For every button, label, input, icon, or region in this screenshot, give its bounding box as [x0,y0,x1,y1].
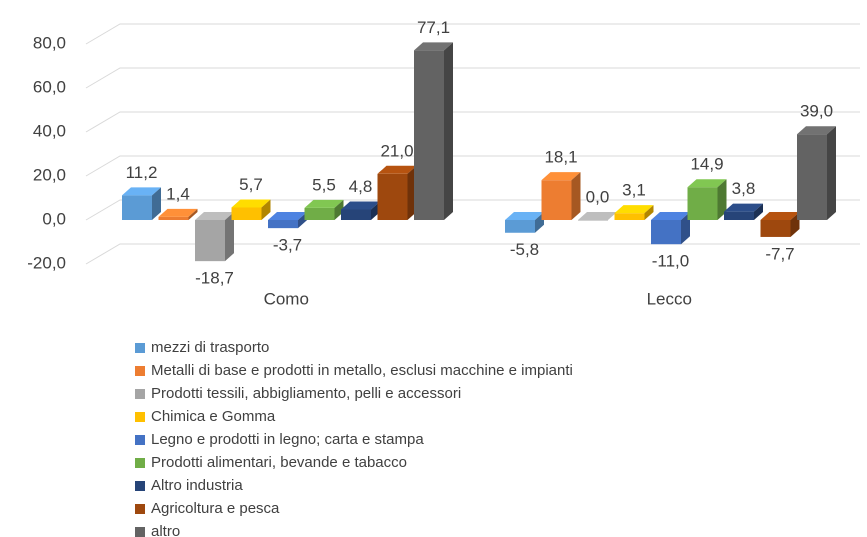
bar-side [644,205,654,220]
bar [122,195,152,220]
data-label: -7,7 [765,244,794,263]
legend-swatch [135,458,145,468]
bar-top [505,212,544,220]
bar-top [158,208,198,217]
bar-side [571,172,581,220]
grid-line [85,67,860,89]
x-tick-label: Como [264,289,309,308]
bar [797,134,827,220]
bar-top [414,42,453,51]
data-label: 21,0 [380,141,413,160]
legend-swatch [135,343,145,353]
bar-top [578,212,617,220]
grid-line [85,243,860,265]
bar [687,187,718,220]
data-label: 5,5 [312,175,336,194]
bar-top [651,212,690,220]
legend-label: altro [151,523,180,537]
y-tick-label: 0,0 [42,209,66,228]
legend-swatch [135,366,145,376]
bar [268,220,298,229]
bar-side [717,179,727,220]
bar [377,173,408,220]
bar-side [261,199,271,220]
data-label: 77,1 [417,18,450,37]
bar [195,220,225,262]
bar [724,211,754,220]
bar [541,180,572,220]
legend-swatch [135,504,145,514]
data-label: 3,1 [622,181,646,200]
bar-top [268,212,307,220]
grid-line [85,199,860,221]
bar [760,220,791,237]
y-tick-label: 60,0 [33,77,66,96]
y-tick-label: -20,0 [27,253,66,272]
bar-top [122,187,161,196]
data-label: 3,8 [732,179,756,198]
bar [414,50,444,220]
bar-top [797,126,836,135]
bar-top [195,212,234,220]
data-label: 14,9 [690,155,723,174]
legend-swatch [135,412,145,422]
bar [304,207,335,220]
x-tick-label: Lecco [647,289,692,308]
grid-line [85,23,860,45]
bar [614,213,645,220]
bar-top [377,165,417,174]
legend-swatch [135,435,145,445]
bar-side [225,212,234,262]
data-label: 1,4 [166,184,190,203]
bar [505,220,535,233]
legend-swatch [135,481,145,491]
bar-top [687,179,727,188]
bar-top [760,212,800,220]
y-tick-label: 40,0 [33,121,66,140]
bar-side [334,199,344,220]
legend-swatch [135,389,145,399]
y-tick-label: 80,0 [33,33,66,52]
data-label: -18,7 [195,269,234,288]
bar-side [754,203,763,220]
bar [651,220,681,245]
legend-label: Prodotti alimentari, bevande e tabacco [151,454,407,471]
grid-line [85,155,860,177]
grid-line [85,111,860,133]
legend-label: Legno e prodotti in legno; carta e stamp… [151,431,424,448]
legend-label: mezzi di trasporto [151,339,269,356]
data-label: 18,1 [544,148,577,167]
bar [231,207,262,220]
bar-side [444,42,453,220]
data-label: 0,0 [586,187,610,206]
bar [341,209,371,220]
legend-swatch [135,527,145,537]
bar-top [341,201,380,210]
y-tick-label: 20,0 [33,165,66,184]
legend-label: Metalli di base e prodotti in metallo, e… [151,362,573,379]
data-label: -5,8 [510,240,539,259]
bar-top [614,205,654,214]
data-label: 11,2 [126,163,158,182]
legend-label: Agricoltura e pesca [151,500,280,517]
data-label: 39,0 [800,102,833,121]
bar [158,216,189,220]
bar-side [827,126,836,220]
bar-side [152,187,161,220]
data-label: -11,0 [652,252,690,271]
bar-top [231,199,271,208]
legend-label: Prodotti tessili, abbigliamento, pelli e… [151,385,461,402]
bar-top [541,172,581,181]
bar-top [304,199,344,208]
bar [578,220,608,221]
bar-top [724,203,763,212]
data-label: 5,7 [239,175,263,194]
bar-side [188,208,198,220]
bar-side [681,212,690,245]
legend-label: Altro industria [151,477,243,494]
data-label: -3,7 [273,236,302,255]
legend-label: Chimica e Gomma [151,408,276,425]
data-label: 4,8 [349,177,373,196]
